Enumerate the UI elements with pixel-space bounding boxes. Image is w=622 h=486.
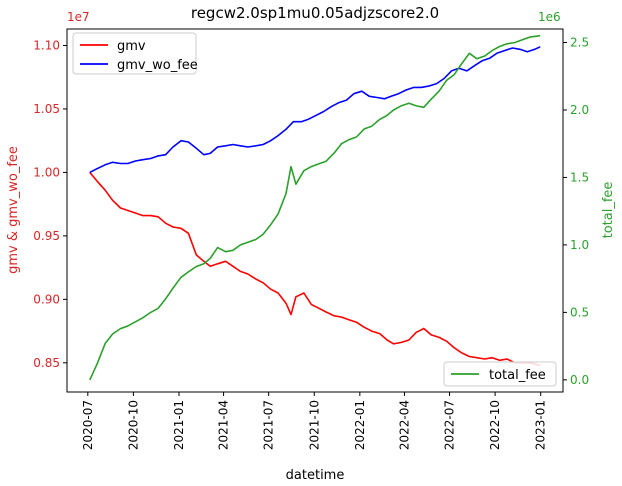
x-tick-label: 2022-07 — [443, 400, 457, 450]
legend-label-gmv-wo-fee: gmv_wo_fee — [117, 58, 198, 73]
legend-right: total_fee — [443, 361, 557, 387]
legend-left: gmv gmv_wo_fee — [72, 32, 198, 75]
right-y-tick-label: 0.0 — [570, 373, 589, 387]
series-layer — [89, 34, 541, 381]
x-tick-label: 2020-07 — [81, 400, 95, 450]
legend-label-gmv: gmv — [117, 39, 146, 54]
chart-title: regcw2.0sp1mu0.05adjzscore2.0 — [191, 4, 439, 22]
left-y-tick-label: 0.90 — [33, 292, 60, 306]
x-tick-label: 2022-10 — [488, 400, 502, 450]
right-y-axis: 0.0 0.5 1.0 1.5 2.0 2.5 — [563, 35, 589, 387]
x-axis-label: datetime — [286, 468, 345, 483]
x-tick-label: 2022-01 — [353, 400, 367, 450]
legend-label-total-fee: total_fee — [489, 368, 546, 383]
right-y-tick-label: 2.5 — [570, 35, 589, 49]
right-axis-offset-label: 1e6 — [538, 10, 561, 24]
right-y-tick-label: 0.5 — [570, 305, 589, 319]
x-axis: 2020-07 2020-10 2021-01 2021-04 2021-07 2021-… — [81, 392, 548, 450]
left-y-tick-label: 1.05 — [33, 102, 60, 116]
left-y-axis: 0.85 0.90 0.95 1.00 1.05 1.10 — [33, 39, 67, 370]
series-line-gmv-wo-fee — [89, 46, 541, 174]
left-y-tick-label: 0.95 — [33, 229, 60, 243]
x-tick-label: 2021-07 — [262, 400, 276, 450]
left-y-tick-label: 1.10 — [33, 39, 60, 53]
left-axis-label: gmv & gmv_wo_fee — [6, 146, 21, 274]
x-tick-label: 2020-10 — [126, 400, 140, 450]
series-line-gmv — [89, 171, 541, 367]
legend-right-box — [443, 361, 557, 387]
plot-frame — [66, 28, 564, 393]
right-y-tick-label: 1.0 — [570, 238, 589, 252]
x-tick-label: 2022-04 — [397, 400, 411, 450]
series-line-total-fee — [89, 34, 541, 381]
left-axis-offset-label: 1e7 — [67, 10, 90, 24]
right-y-tick-label: 1.5 — [570, 170, 589, 184]
x-tick-label: 2021-01 — [172, 400, 186, 450]
x-tick-label: 2023-01 — [534, 400, 548, 450]
right-y-tick-label: 2.0 — [570, 103, 589, 117]
x-tick-label: 2021-04 — [217, 400, 231, 450]
left-y-tick-label: 1.00 — [33, 165, 60, 179]
right-axis-label: total_fee — [601, 182, 616, 239]
x-tick-label: 2021-10 — [307, 400, 321, 450]
left-y-tick-label: 0.85 — [33, 356, 60, 370]
